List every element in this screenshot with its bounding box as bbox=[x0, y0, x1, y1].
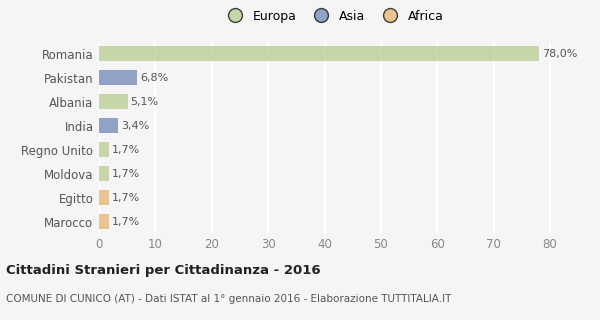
Legend: Europa, Asia, Africa: Europa, Asia, Africa bbox=[218, 5, 449, 28]
Text: 1,7%: 1,7% bbox=[112, 193, 140, 203]
Text: 78,0%: 78,0% bbox=[542, 49, 577, 59]
Text: Cittadini Stranieri per Cittadinanza - 2016: Cittadini Stranieri per Cittadinanza - 2… bbox=[6, 264, 320, 277]
Text: 1,7%: 1,7% bbox=[112, 145, 140, 155]
Text: 5,1%: 5,1% bbox=[131, 97, 159, 107]
Bar bbox=[99, 118, 118, 133]
Text: 6,8%: 6,8% bbox=[140, 73, 169, 83]
Text: COMUNE DI CUNICO (AT) - Dati ISTAT al 1° gennaio 2016 - Elaborazione TUTTITALIA.: COMUNE DI CUNICO (AT) - Dati ISTAT al 1°… bbox=[6, 294, 451, 304]
Text: 3,4%: 3,4% bbox=[121, 121, 149, 131]
Bar bbox=[99, 166, 109, 181]
Text: 1,7%: 1,7% bbox=[112, 169, 140, 179]
Bar bbox=[99, 214, 109, 229]
Bar bbox=[99, 46, 539, 61]
Bar bbox=[99, 94, 128, 109]
Bar bbox=[99, 70, 137, 85]
Bar bbox=[99, 142, 109, 157]
Bar bbox=[99, 190, 109, 205]
Text: 1,7%: 1,7% bbox=[112, 217, 140, 227]
